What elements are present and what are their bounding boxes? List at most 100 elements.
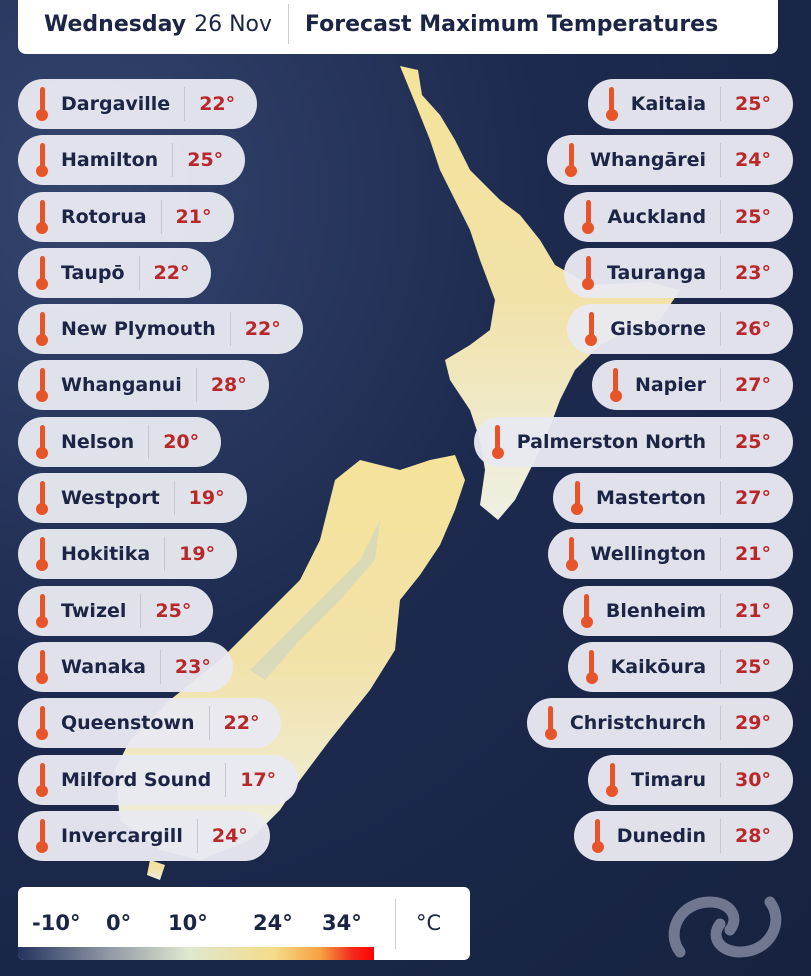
location-temp: 19° xyxy=(179,543,216,566)
location-pill: Wanaka 23° xyxy=(18,641,233,692)
pill-divider xyxy=(720,593,722,628)
header-divider xyxy=(288,4,290,44)
thermometer-icon xyxy=(544,706,557,741)
location-temp: 25° xyxy=(155,599,192,622)
thermometer-icon xyxy=(605,87,618,121)
thermometer-icon xyxy=(609,368,622,403)
location-pill: Dunedin 28° xyxy=(573,810,793,861)
location-pill: Auckland 25° xyxy=(564,191,793,242)
pill-divider xyxy=(720,424,722,459)
location-temp: 29° xyxy=(735,712,771,735)
pill-divider xyxy=(195,368,197,403)
location-name: Whangārei xyxy=(590,149,707,172)
north-island xyxy=(400,66,680,520)
legend-label: 10° xyxy=(168,911,208,935)
location-name: Queenstown xyxy=(61,712,195,735)
pill-divider xyxy=(720,143,722,178)
location-temp: 25° xyxy=(735,430,771,453)
location-name: Blenheim xyxy=(605,599,707,622)
location-name: Twizel xyxy=(61,599,127,622)
pill-divider xyxy=(208,706,210,741)
legend-label: 0° xyxy=(106,911,132,935)
thermometer-icon xyxy=(36,818,48,853)
thermometer-icon xyxy=(580,593,593,628)
location-name: Hokitika xyxy=(61,543,151,566)
thermometer-icon xyxy=(565,143,578,178)
thermometer-icon xyxy=(36,593,48,628)
location-name: Palmerston North xyxy=(516,430,707,453)
legend-color-bar xyxy=(18,947,374,960)
pill-divider xyxy=(148,424,150,459)
thermometer-icon xyxy=(585,649,598,684)
pill-divider xyxy=(172,143,174,178)
location-temp: 20° xyxy=(163,430,200,453)
location-name: Whanganui xyxy=(61,374,182,397)
thermometer-icon xyxy=(36,312,48,347)
location-name: Dargaville xyxy=(61,93,171,115)
thermometer-icon xyxy=(585,312,598,347)
location-name: Auckland xyxy=(607,205,707,228)
location-temp: 26° xyxy=(735,318,771,341)
location-pill: Masterton 27° xyxy=(553,473,793,524)
location-name: New Plymouth xyxy=(61,318,216,341)
location-pill: Rotorua 21° xyxy=(18,191,234,242)
pill-divider xyxy=(184,87,186,121)
location-pill: Kaikōura 25° xyxy=(567,641,793,692)
location-name: Christchurch xyxy=(569,712,707,735)
location-temp: 25° xyxy=(735,93,771,115)
location-pill: Nelson 20° xyxy=(18,416,222,467)
header-date: 26 Nov xyxy=(194,11,273,37)
location-temp: 23° xyxy=(174,655,211,678)
location-name: Wanaka xyxy=(61,655,146,678)
location-name: Invercargill xyxy=(61,824,183,847)
location-temp: 25° xyxy=(735,655,771,678)
location-temp: 27° xyxy=(735,374,771,397)
location-temp: 17° xyxy=(240,768,277,791)
pill-divider xyxy=(720,537,722,572)
thermometer-icon xyxy=(36,424,48,459)
location-temp: 22° xyxy=(244,318,281,341)
location-name: Taupō xyxy=(61,261,125,284)
alps-shading xyxy=(250,520,380,680)
location-name: Timaru xyxy=(631,768,707,791)
pill-divider xyxy=(720,312,722,347)
location-name: Westport xyxy=(61,487,160,510)
pill-divider xyxy=(138,255,140,290)
location-name: Kaikōura xyxy=(610,655,707,678)
pill-divider xyxy=(164,537,166,572)
location-pill: Twizel 25° xyxy=(18,585,214,636)
left-location-list: Dargaville 22° Hamilton 25° Rotorua 21° … xyxy=(18,79,303,861)
location-pill: Palmerston North 25° xyxy=(473,416,793,467)
location-pill: Taupō 22° xyxy=(18,247,212,298)
header-day: Wednesday xyxy=(44,11,187,37)
temperature-legend: -10° 0° 10° 24° 34° °C xyxy=(18,887,470,960)
thermometer-icon xyxy=(606,762,619,797)
pill-divider xyxy=(720,818,722,853)
location-temp: 27° xyxy=(735,487,771,510)
location-temp: 22° xyxy=(223,712,260,735)
legend-label: 34° xyxy=(322,911,362,935)
thermometer-icon xyxy=(582,199,595,234)
pill-divider xyxy=(140,593,142,628)
thermometer-icon xyxy=(36,199,48,234)
location-temp: 23° xyxy=(735,261,771,284)
legend-divider xyxy=(395,899,396,949)
pill-divider xyxy=(229,312,231,347)
location-temp: 19° xyxy=(188,487,225,510)
metservice-logo xyxy=(668,896,782,958)
location-pill: Tauranga 23° xyxy=(564,247,793,298)
location-pill: Christchurch 29° xyxy=(526,698,793,749)
location-pill: Timaru 30° xyxy=(588,754,793,805)
thermometer-icon xyxy=(36,143,48,178)
thermometer-icon xyxy=(36,537,48,572)
location-temp: 25° xyxy=(187,149,224,172)
location-temp: 25° xyxy=(735,205,771,228)
pill-divider xyxy=(173,481,175,516)
location-temp: 21° xyxy=(735,543,771,566)
location-name: Kaitaia xyxy=(630,93,707,115)
location-pill: Gisborne 26° xyxy=(567,304,793,355)
location-pill: Napier 27° xyxy=(591,360,793,411)
legend-label: -10° xyxy=(32,911,81,935)
pill-divider xyxy=(720,368,722,403)
location-pill: Westport 19° xyxy=(18,473,247,524)
